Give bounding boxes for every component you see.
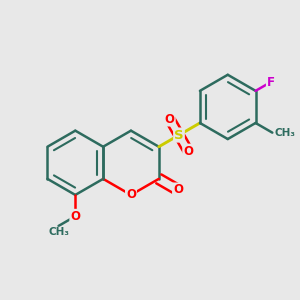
Text: O: O: [70, 210, 80, 223]
Text: CH₃: CH₃: [48, 227, 69, 237]
Text: S: S: [174, 129, 184, 142]
Text: O: O: [126, 188, 136, 201]
Text: CH₃: CH₃: [274, 128, 296, 138]
Text: O: O: [173, 184, 183, 196]
Text: O: O: [183, 145, 193, 158]
Text: O: O: [165, 112, 175, 126]
Text: F: F: [267, 76, 275, 88]
